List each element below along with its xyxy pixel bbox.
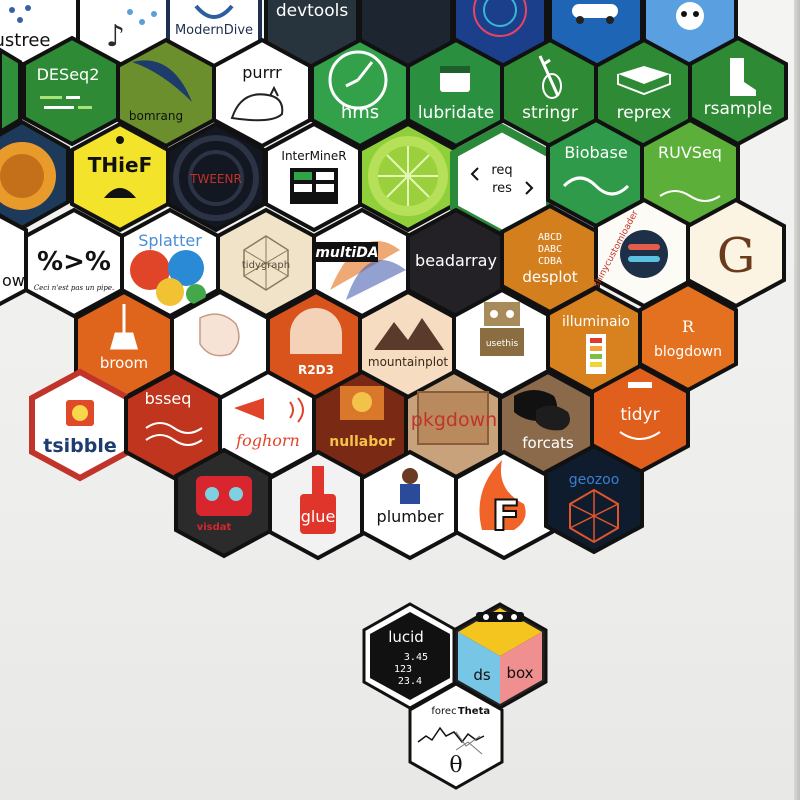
orange-circle-sticker — [0, 119, 70, 231]
sandbox-icon — [618, 66, 670, 84]
r-logo-icon: R — [682, 317, 695, 336]
viewmaster-icon — [196, 476, 252, 516]
mountainplot-sticker: mountainplot — [358, 289, 458, 401]
thief-sticker: THieF — [70, 121, 170, 233]
bomrang-label: bomrang — [129, 109, 183, 123]
purrr-sticker: purrr — [212, 37, 312, 149]
g-letter-label: G — [717, 228, 755, 284]
reqres-res-label: res — [492, 181, 512, 196]
music-note-icon: ♪ — [106, 19, 125, 54]
pipe-label: %>% — [37, 247, 111, 277]
devtools-label: devtools — [276, 1, 349, 21]
dsbox-box-label: box — [506, 664, 533, 682]
thief-label: THieF — [88, 153, 152, 177]
illuminaio-sticker: illuminaio — [546, 285, 646, 397]
lubridate-sticker: lubridate — [406, 37, 506, 149]
stringr-label: stringr — [522, 103, 578, 123]
tidyr-label: tidyr — [620, 405, 659, 425]
tidygraph-label: tidygraph — [242, 260, 290, 271]
dsbox-ds-label: ds — [473, 666, 491, 684]
forecast-line-icon — [417, 726, 485, 744]
broom-label: broom — [100, 354, 148, 372]
ustree-label: ustree — [0, 30, 51, 51]
usethis-label: usethis — [486, 339, 519, 349]
pkgdown-label: pkgdown — [411, 409, 497, 431]
desplot-grid-row-3: CDBA — [538, 256, 562, 267]
hms-label: hms — [341, 102, 379, 123]
forcats-label: forcats — [522, 434, 574, 452]
hms-sticker: hms — [310, 37, 410, 149]
moderndive-label: ModernDive — [175, 23, 253, 38]
dsbox-sticker: ds box — [452, 602, 548, 710]
pkgdown-sticker: pkgdown — [404, 369, 504, 481]
beadarray-label: beadarray — [415, 251, 497, 270]
deseq2-label: DESeq2 — [37, 65, 100, 84]
lucid-value-3: 23.4 — [398, 676, 422, 687]
plumber-figure-icon — [400, 484, 420, 504]
blogdown-sticker: R blogdown — [638, 281, 738, 393]
tidyr-sticker: tidyr — [590, 363, 690, 475]
foghorn-label: foghorn — [235, 431, 300, 450]
forectheta-sticker: forec Theta θ — [408, 682, 504, 790]
tweenr-label: TWEENR — [189, 172, 242, 186]
pipe-sticker: %>% Ceci n'est pas un pipe. — [24, 207, 124, 319]
desplot-label: desplot — [522, 268, 577, 286]
lucid-label: lucid — [388, 628, 424, 646]
tsibble-sticker: tsibble — [29, 368, 131, 482]
violin-icon — [538, 55, 560, 97]
visdat-label: visdat — [197, 522, 232, 533]
g-letter-sticker: G — [686, 197, 786, 309]
pipe-caption: Ceci n'est pas un pipe. — [34, 284, 114, 292]
visdat-sticker: visdat — [174, 447, 274, 559]
glue-label: glue — [301, 507, 336, 526]
money-bag-icon — [104, 188, 136, 198]
ruvseq-label: RUVSeq — [658, 143, 722, 162]
multida-label: multiDA — [315, 245, 378, 261]
deseq2-sticker: DESeq2 — [22, 35, 122, 147]
shinycustomloader-sticker: shinycustomloader — [592, 197, 694, 309]
dna-icon — [562, 176, 630, 196]
green-partial-sticker — [0, 47, 22, 135]
geozoo-sticker: geozoo — [544, 443, 644, 555]
forectheta-label-b: Theta — [458, 706, 490, 717]
blogdown-label: blogdown — [654, 344, 722, 360]
theta-symbol: θ — [449, 753, 462, 778]
flame-icon — [479, 460, 526, 530]
lubridate-label: lubridate — [418, 103, 494, 123]
illuminaio-label: illuminaio — [562, 314, 630, 330]
glue-sticker: glue — [268, 449, 368, 561]
interminer-label: InterMineR — [281, 149, 346, 163]
glue-bottle-icon — [300, 494, 336, 534]
nullabor-sticker: nullabor — [312, 369, 412, 481]
reprex-label: reprex — [617, 103, 672, 123]
lime-sticker — [358, 121, 458, 233]
tsibble-label: tsibble — [43, 435, 117, 457]
lucid-value-1: 3.45 — [404, 652, 428, 663]
plumber-label: plumber — [377, 507, 444, 526]
broom-icon — [110, 304, 138, 350]
horn-icon — [234, 398, 264, 420]
geozoo-label: geozoo — [569, 472, 620, 488]
bsseq-label: bsseq — [145, 389, 192, 408]
nullabor-label: nullabor — [329, 434, 395, 450]
splatter-label: Splatter — [138, 231, 202, 250]
boot-icon — [730, 58, 756, 96]
mountainplot-label: mountainplot — [368, 355, 449, 369]
rsample-label: rsample — [704, 99, 773, 119]
forectheta-label-a: forec — [431, 706, 456, 717]
biobase-label: Biobase — [564, 143, 627, 162]
lucid-value-2: 123 — [394, 664, 412, 675]
desplot-grid-row-1: ABCD — [538, 232, 562, 243]
purrr-label: purrr — [242, 63, 282, 82]
lucid-sticker: lucid 3.45 123 23.4 — [362, 602, 458, 710]
wall-edge — [794, 0, 800, 800]
desplot-grid-row-2: DABC — [538, 244, 562, 255]
r2d3-label: R2D3 — [298, 363, 334, 377]
reqres-req-label: req — [491, 163, 512, 178]
beadarray-sticker: beadarray — [406, 207, 506, 319]
f-letter-label: F — [492, 491, 521, 540]
